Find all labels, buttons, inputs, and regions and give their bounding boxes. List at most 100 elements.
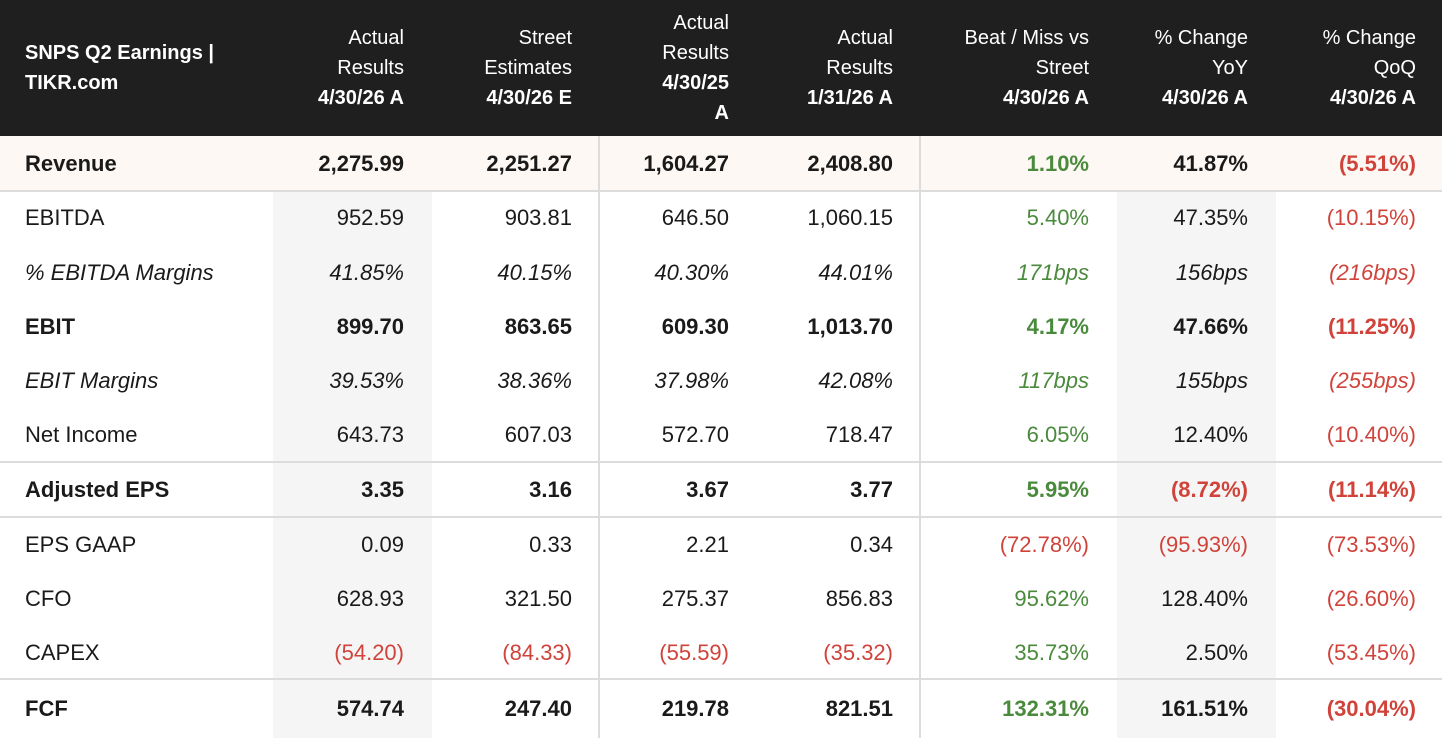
cell-street-estimates: 40.15%	[497, 259, 572, 285]
cell-actual-q2-25: (55.59)	[659, 639, 729, 665]
title-line-1: SNPS Q2 Earnings |	[25, 42, 214, 64]
cell-actual-q2-26: (54.20)	[334, 639, 404, 665]
table-header: SNPS Q2 Earnings | TIKR.com Actual Resul…	[0, 0, 1442, 136]
cell-beat-miss: 5.40%	[1026, 205, 1089, 230]
column-header-actual-q2-25: Actual Results 4/30/25 A	[662, 12, 729, 124]
cell-actual-q1-26: 2,408.80	[807, 150, 893, 176]
cell-actual-q2-26: 643.73	[336, 422, 404, 447]
cell-beat-miss: 117bps	[1018, 368, 1089, 393]
row-label: Net Income	[25, 422, 138, 447]
row-label: EPS GAAP	[25, 531, 137, 557]
table-title: SNPS Q2 Earnings | TIKR.com	[25, 0, 265, 136]
cell-actual-q2-26: 2,275.99	[318, 150, 404, 176]
cell-street-estimates: 38.36%	[497, 368, 572, 393]
table-row: Adjusted EPS 3.35 3.16 3.67 3.77 5.95% (8.72%)…	[0, 462, 1442, 517]
cell-change-yoy: 155bps	[1175, 368, 1248, 393]
cell-change-qoq: (73.53%)	[1326, 531, 1416, 557]
cell-beat-miss: 5.95%	[1026, 476, 1089, 502]
cell-actual-q2-26: 0.09	[361, 531, 404, 557]
cell-actual-q2-26: 39.53%	[329, 368, 404, 393]
cell-street-estimates: 2,251.27	[486, 150, 572, 176]
column-header-change-yoy: % Change YoY 4/30/26 A	[1154, 27, 1248, 109]
cell-actual-q2-25: 2.21	[686, 531, 729, 557]
cell-actual-q2-26: 628.93	[336, 586, 404, 611]
cell-actual-q2-26: 952.59	[336, 205, 404, 230]
cell-street-estimates: 0.33	[529, 531, 572, 557]
cell-beat-miss: 95.62%	[1014, 586, 1089, 611]
column-header-beat-miss: Beat / Miss vs Street 4/30/26 A	[964, 27, 1089, 109]
row-label: EBIT Margins	[25, 368, 159, 393]
row-label: EBIT	[25, 314, 76, 339]
cell-change-yoy: 12.40%	[1173, 422, 1248, 447]
cell-beat-miss: 171bps	[1016, 259, 1089, 285]
cell-actual-q2-25: 1,604.27	[643, 150, 729, 176]
cell-beat-miss: (72.78%)	[999, 531, 1089, 557]
cell-change-yoy: (95.93%)	[1158, 531, 1248, 557]
row-divider	[0, 516, 1442, 518]
cell-change-qoq: (11.14%)	[1327, 476, 1416, 502]
cell-street-estimates: (84.33)	[502, 639, 572, 665]
table-row: EBITDA 952.59 903.81 646.50 1,060.15 5.40% 47.…	[0, 191, 1442, 245]
cell-actual-q1-26: 1,013.70	[807, 314, 893, 339]
cell-change-qoq: (216bps)	[1329, 259, 1416, 285]
table-row: Revenue 2,275.99 2,251.27 1,604.27 2,408.80 1…	[0, 136, 1442, 191]
row-divider	[0, 190, 1442, 192]
cell-change-qoq: (53.45%)	[1326, 639, 1416, 665]
row-label: CAPEX	[25, 639, 100, 665]
row-label: CFO	[25, 586, 72, 611]
cell-actual-q2-26: 41.85%	[329, 259, 404, 285]
cell-actual-q2-26: 899.70	[336, 314, 404, 339]
cell-beat-miss: 6.05%	[1026, 422, 1089, 447]
column-header-change-qoq: % Change QoQ 4/30/26 A	[1322, 27, 1416, 109]
table-row: Net Income 643.73 607.03 572.70 718.47 6.05% 1…	[0, 408, 1442, 462]
cell-actual-q1-26: 3.77	[850, 476, 893, 502]
table-row: EPS GAAP 0.09 0.33 2.21 0.34 (72.78%) (95.93%)…	[0, 517, 1442, 572]
column-header-street-estimates: Street Estimates 4/30/26 E	[484, 27, 572, 109]
title-line-2: TIKR.com	[25, 72, 119, 94]
cell-street-estimates: 3.16	[529, 476, 572, 502]
cell-change-qoq: (255bps)	[1329, 368, 1416, 393]
cell-actual-q1-26: 0.34	[850, 531, 893, 557]
cell-actual-q1-26: 1,060.15	[807, 205, 893, 230]
row-label: % EBITDA Margins	[25, 259, 214, 285]
cell-street-estimates: 607.03	[504, 422, 572, 447]
table-row: EBIT 899.70 863.65 609.30 1,013.70 4.17% 47.66…	[0, 300, 1442, 354]
cell-actual-q2-26: 574.74	[336, 695, 404, 721]
cell-actual-q1-26: 821.51	[825, 695, 893, 721]
cell-beat-miss: 35.73%	[1014, 639, 1089, 665]
cell-change-qoq: (5.51%)	[1338, 150, 1416, 176]
column-header-actual-q2-26: Actual Results 4/30/26 A	[318, 27, 404, 109]
table-row: EBIT Margins 39.53% 38.36% 37.98% 42.08% 117b…	[0, 354, 1442, 408]
cell-beat-miss: 1.10%	[1026, 150, 1089, 176]
row-divider	[0, 678, 1442, 680]
cell-actual-q2-25: 609.30	[661, 314, 729, 339]
cell-change-qoq: (11.25%)	[1327, 314, 1416, 339]
cell-change-qoq: (30.04%)	[1326, 695, 1416, 721]
cell-beat-miss: 132.31%	[1002, 695, 1089, 721]
row-divider	[0, 461, 1442, 463]
column-band-actual	[273, 136, 432, 738]
cell-actual-q1-26: 856.83	[825, 586, 893, 611]
table-row: FCF 574.74 247.40 219.78 821.51 132.31% 161.51…	[0, 679, 1442, 738]
cell-street-estimates: 903.81	[504, 205, 572, 230]
cell-actual-q2-25: 40.30%	[654, 259, 729, 285]
cell-change-yoy: 156bps	[1175, 259, 1248, 285]
table-row: % EBITDA Margins 41.85% 40.15% 40.30% 44.01%…	[0, 245, 1442, 300]
cell-change-qoq: (10.40%)	[1326, 422, 1416, 447]
column-header-actual-q1-26: Actual Results 1/31/26 A	[807, 27, 893, 109]
cell-street-estimates: 863.65	[504, 314, 572, 339]
cell-actual-q1-26: 718.47	[825, 422, 893, 447]
cell-change-yoy: 41.87%	[1173, 150, 1248, 176]
cell-actual-q2-25: 275.37	[661, 586, 729, 611]
cell-actual-q2-25: 646.50	[661, 205, 729, 230]
row-label: FCF	[25, 695, 68, 721]
cell-street-estimates: 247.40	[504, 695, 572, 721]
cell-change-yoy: 2.50%	[1185, 639, 1248, 665]
cell-actual-q2-25: 219.78	[661, 695, 729, 721]
cell-change-qoq: (10.15%)	[1326, 205, 1416, 230]
cell-street-estimates: 321.50	[504, 586, 572, 611]
cell-change-yoy: 128.40%	[1161, 586, 1248, 611]
cell-actual-q1-26: 44.01%	[818, 259, 893, 285]
table-row: CFO 628.93 321.50 275.37 856.83 95.62% 128.40%…	[0, 572, 1442, 626]
